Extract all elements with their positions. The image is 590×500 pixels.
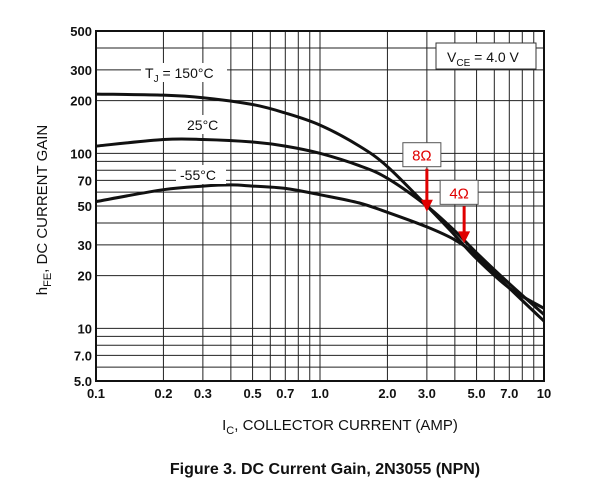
y-tick-label: 7.0 [74,348,92,363]
condition-box: VCE = 4.0 V [435,42,537,70]
x-tick-label: 1.0 [311,386,329,401]
series-line-25c [95,137,546,316]
series-label-bg [183,115,229,134]
y-tick-label: 50 [78,199,92,214]
x-tick-label: 2.0 [378,386,396,401]
y-tick-label: 200 [70,94,92,109]
x-tick-label: 0.7 [276,386,294,401]
series-line-150c [95,92,545,310]
annotations: 8Ω 4Ω [402,142,479,244]
annotation-box [402,142,442,168]
series-curves [95,92,546,323]
y-tick-label: 500 [70,24,92,39]
y-tick-label: 30 [78,238,92,253]
tick-labels: 0.1 0.2 0.3 0.5 0.7 1.0 2.0 3.0 5.0 7.0 10 5.0 7.0 10… [70,24,551,401]
annotation-arrow-head [420,199,433,212]
series-labels: TJ = 150°C 25°C -55°C [141,63,229,184]
y-axis-label: hFE, DC CURRENT GAIN [34,125,54,295]
figure-caption: Figure 3. DC Current Gain, 2N3055 (NPN) [170,461,480,478]
x-tick-label: 0.3 [194,386,212,401]
x-tick-label: 0.1 [87,386,105,401]
y-tick-label: 300 [70,63,92,78]
x-tick-label: 7.0 [500,386,518,401]
x-tick-label: 0.5 [244,386,262,401]
series-label: -55°C [180,167,216,183]
x-tick-label: 3.0 [418,386,436,401]
plot-frame [95,30,545,382]
series-label: 25°C [187,117,218,133]
annotation-box [439,179,479,205]
x-tick-label: 0.2 [154,386,172,401]
annotation-label: 4Ω [449,185,469,202]
y-tick-label: 20 [78,269,92,284]
x-axis-label: IC, COLLECTOR CURRENT (AMP) [222,417,458,437]
condition-label: VCE = 4.0 V [447,49,520,69]
series-line-minus55c [95,183,546,323]
x-tick-label: 10 [537,386,551,401]
y-tick-label: 5.0 [74,374,92,389]
annotation-arrow-head [458,231,471,244]
y-tick-label: 100 [70,146,92,161]
y-tick-label: 70 [78,173,92,188]
series-label-bg [176,165,226,184]
series-label: TJ = 150°C [145,65,214,85]
grid [95,30,545,382]
x-tick-label: 5.0 [468,386,486,401]
annotation-label: 8Ω [412,148,432,165]
y-tick-label: 10 [78,321,92,336]
series-label-bg [141,63,227,82]
